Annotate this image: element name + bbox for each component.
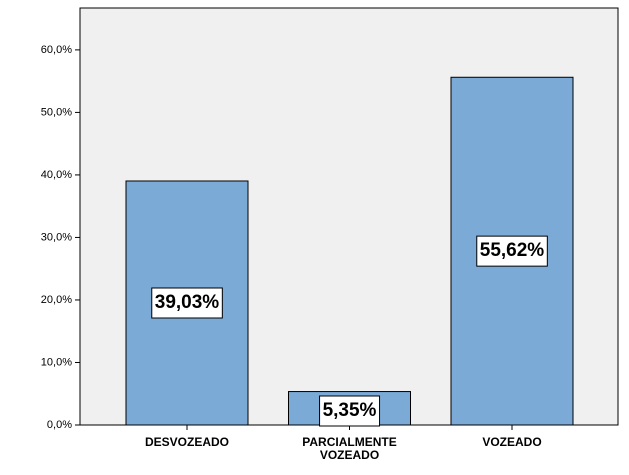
- y-tick-label: 60,0%: [41, 44, 72, 56]
- y-tick-label: 30,0%: [41, 231, 72, 243]
- y-tick-label: 40,0%: [41, 169, 72, 181]
- y-tick-label: 20,0%: [41, 294, 72, 306]
- value-label-bg: [319, 395, 381, 427]
- x-tick-label: PARCIALMENTE VOZEADO: [302, 435, 397, 462]
- value-label: 55,62%: [480, 240, 545, 261]
- value-label-bg: [151, 287, 223, 319]
- value-label-box: 39,03%: [151, 287, 223, 319]
- value-label: 5,35%: [323, 400, 377, 421]
- value-label: 39,03%: [155, 292, 220, 313]
- value-label-box: 55,62%: [476, 235, 548, 267]
- y-tick-label: 50,0%: [41, 106, 72, 118]
- y-tick-label: 10,0%: [41, 356, 72, 368]
- x-tick-label: DESVOZEADO: [144, 435, 229, 449]
- x-tick-label: VOZEADO: [482, 435, 542, 449]
- value-label-bg: [476, 235, 548, 267]
- y-tick-label: 0,0%: [47, 419, 72, 431]
- value-label-box: 5,35%: [319, 395, 381, 427]
